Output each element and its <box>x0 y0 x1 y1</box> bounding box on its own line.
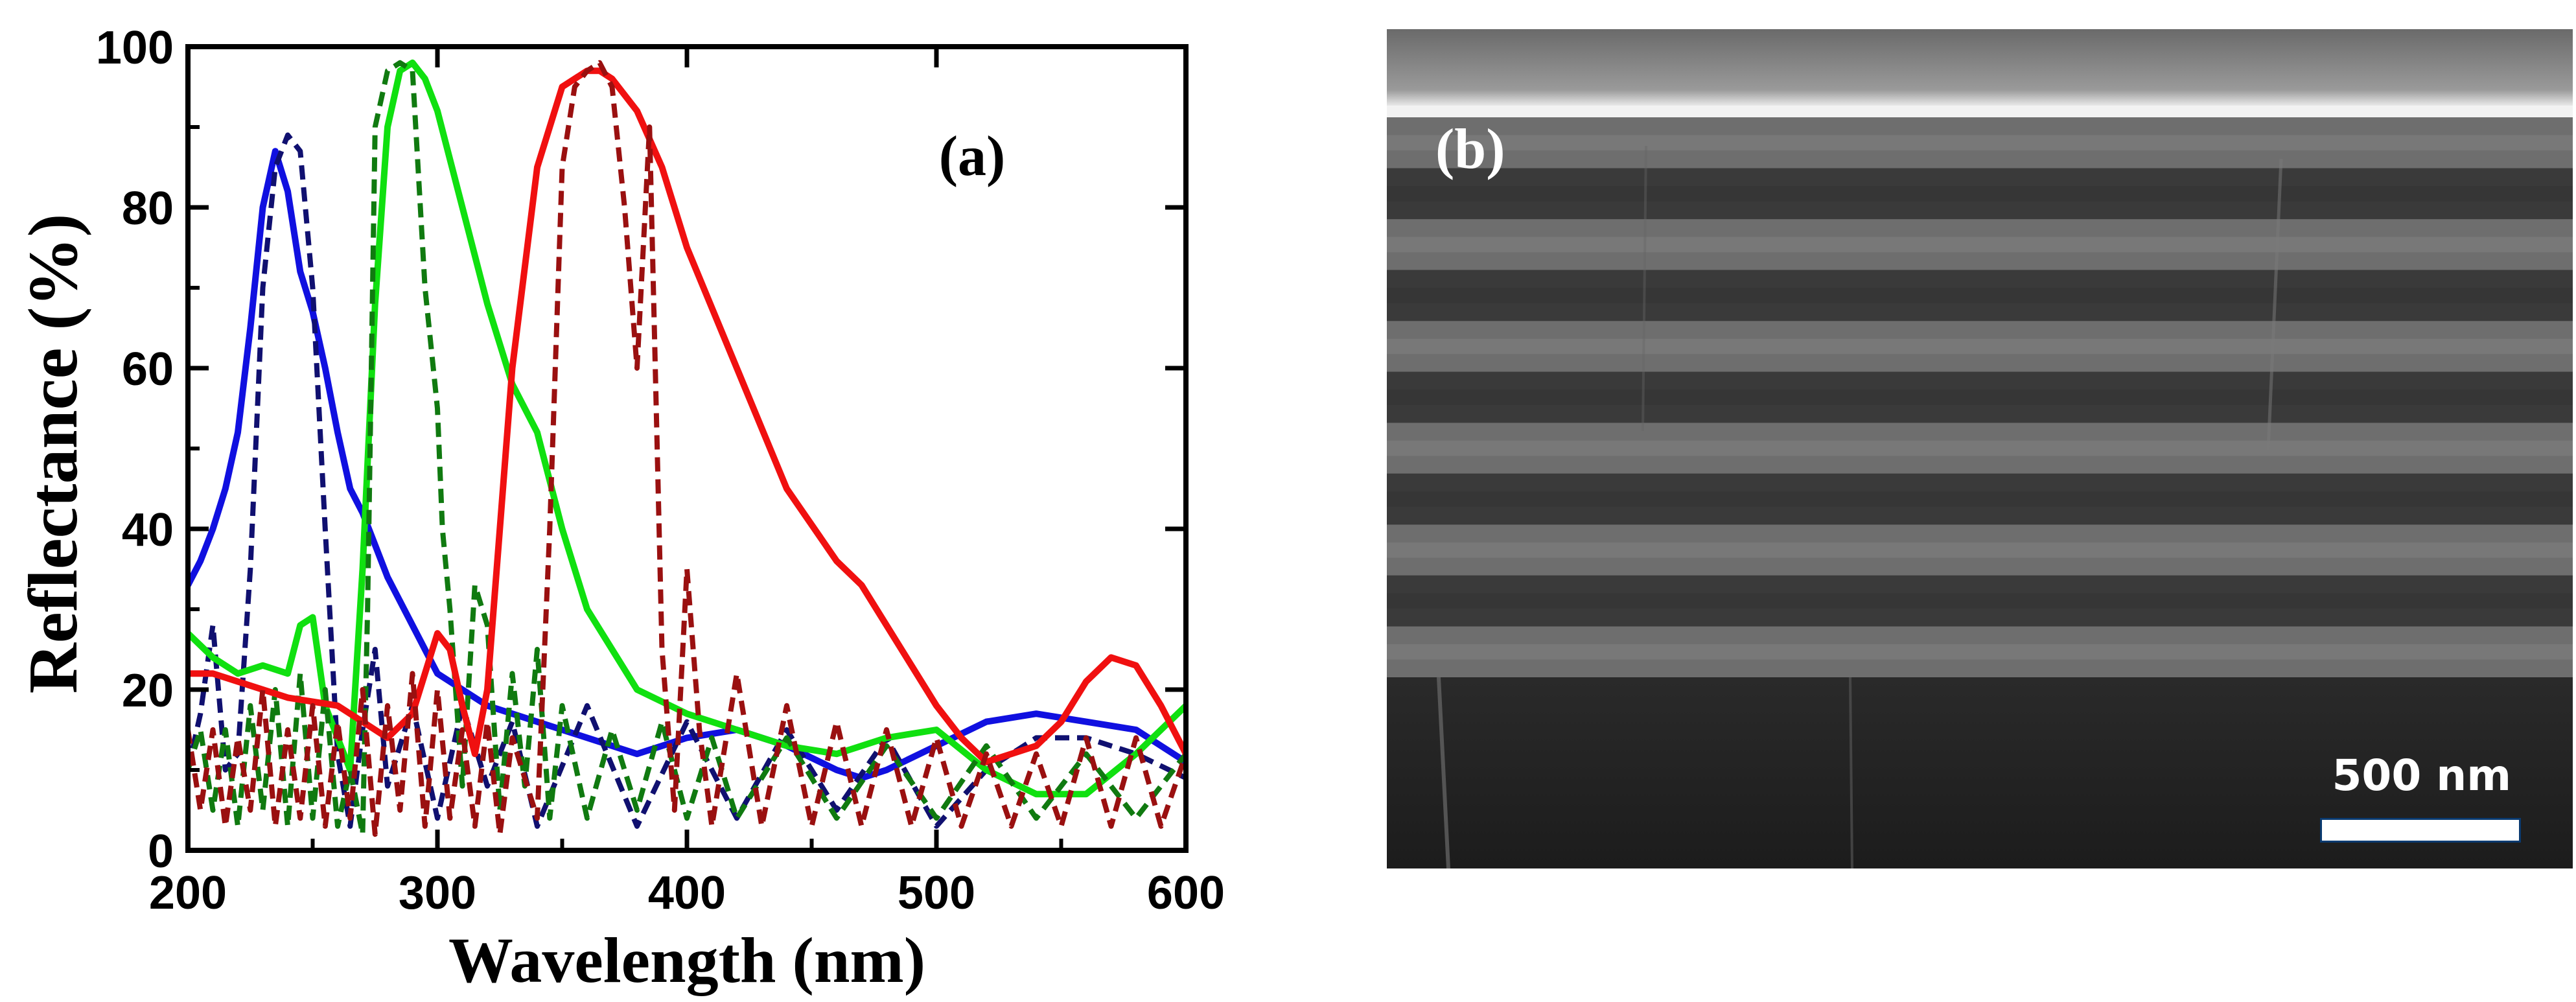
x-tick-label: 400 <box>648 867 726 919</box>
x-tick-label: 500 <box>898 867 975 919</box>
panel-label-a: (a) <box>939 125 1006 188</box>
plot-area: 200 300 400 500 600 0 20 40 60 80 100 <box>96 22 1225 919</box>
sem-layer-shade <box>1387 390 2573 405</box>
sem-layer-shade <box>1387 186 2573 202</box>
sem-streak <box>1642 145 1647 432</box>
series-line-5 <box>188 67 1186 765</box>
sem-surface-highlight <box>1387 106 2573 117</box>
sem-streak <box>2266 158 2283 451</box>
y-axis-label: Reflectance (%) <box>15 214 92 694</box>
y-tick-label: 80 <box>122 183 174 235</box>
y-tick-label: 100 <box>96 22 174 74</box>
reflectance-chart: 200 300 400 500 600 0 20 40 60 80 100 (a) Waveleng… <box>15 22 1225 996</box>
panel-label-b: (b) <box>1435 118 1505 181</box>
sem-streak <box>1437 677 1450 868</box>
x-tick-label: 200 <box>149 867 227 919</box>
series-line-4 <box>188 60 1186 837</box>
sem-layer-shade <box>1387 237 2573 253</box>
y-tick-label: 60 <box>122 344 174 395</box>
scale-bar-label: 500 nm <box>2332 751 2511 800</box>
sem-layer-shade <box>1387 440 2573 456</box>
series-line-1 <box>188 148 1186 782</box>
y-tick-label: 20 <box>122 665 174 717</box>
sem-layer-shade <box>1387 288 2573 303</box>
sem-layer-shade <box>1387 135 2573 151</box>
y-tick-label: 40 <box>122 504 174 556</box>
sem-layer-shade <box>1387 491 2573 507</box>
series-line-6 <box>188 60 1186 837</box>
series-line-3 <box>188 59 1186 798</box>
sem-layer-shade <box>1387 338 2573 355</box>
sem-layer-shade <box>1387 644 2573 660</box>
sem-layer-shade <box>1387 542 2573 558</box>
x-tick-label: 600 <box>1147 867 1225 919</box>
sem-layer-stack <box>1387 117 2573 677</box>
sem-streak <box>1849 677 1853 868</box>
x-axis-label: Wavelength (nm) <box>448 924 925 996</box>
y-tick-label: 0 <box>148 826 174 878</box>
sem-layer-shade <box>1387 593 2573 609</box>
sem-micrograph: (b) 500 nm <box>1387 29 2573 868</box>
sem-image-texture <box>1387 29 2573 868</box>
x-tick-label: 300 <box>399 867 476 919</box>
sem-top-edge <box>1387 29 2573 110</box>
scale-bar <box>2320 818 2521 843</box>
